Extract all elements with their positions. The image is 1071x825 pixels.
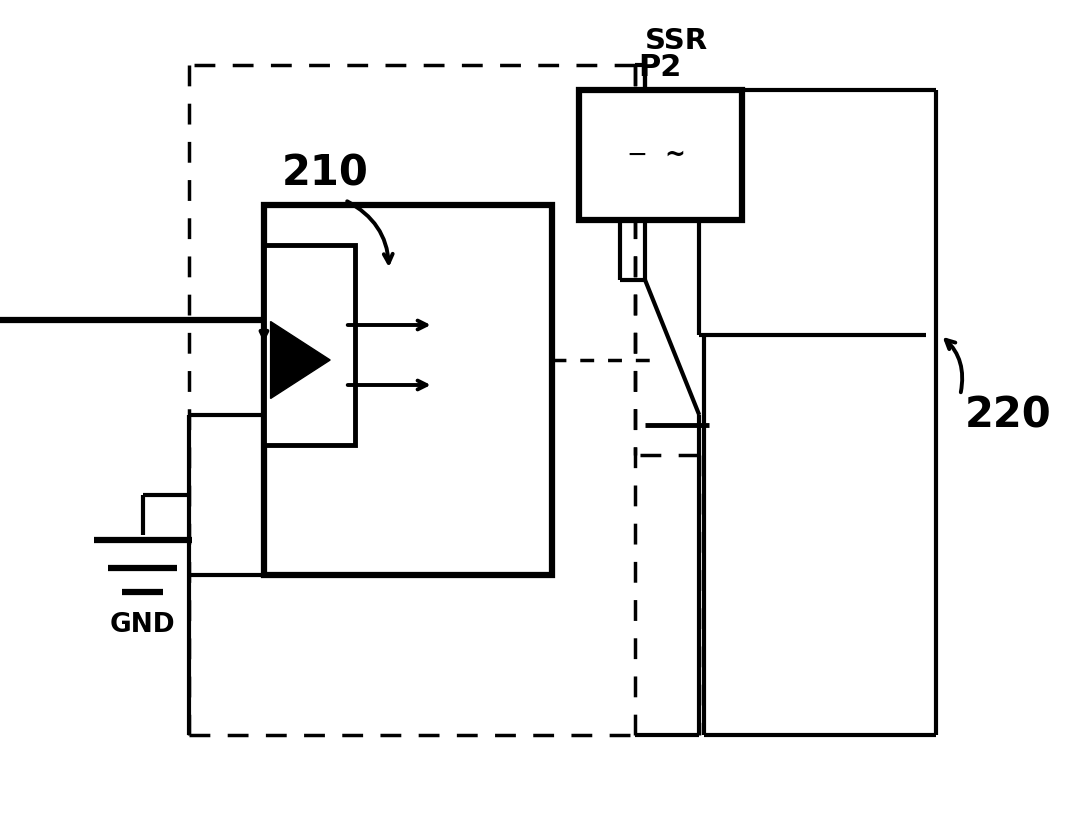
Text: SSR: SSR	[645, 27, 708, 55]
Bar	[579, 90, 741, 220]
Text: P2: P2	[638, 53, 681, 82]
Text: 210: 210	[282, 153, 368, 195]
Text: 220: 220	[965, 394, 1052, 436]
Text: GND: GND	[110, 612, 176, 638]
Text: $-$  ~: $-$ ~	[625, 143, 684, 167]
Bar	[263, 205, 552, 575]
Polygon shape	[271, 322, 330, 398]
Bar	[263, 245, 355, 445]
